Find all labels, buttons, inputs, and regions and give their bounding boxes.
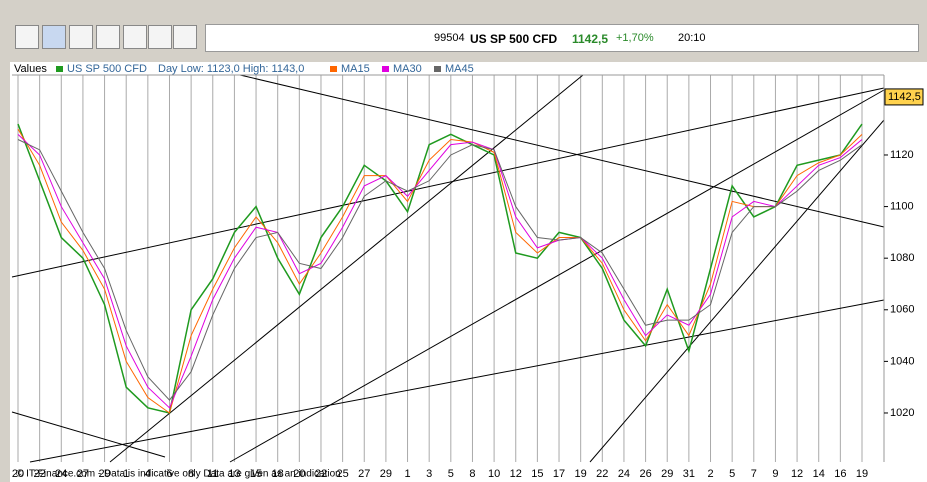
last-value-label: 1142,5 [888, 91, 921, 103]
fibo-tool[interactable] [96, 25, 120, 49]
x-tick-label: 26 [639, 468, 651, 480]
x-tick-label: 27 [77, 468, 89, 480]
x-tick-label: 2 [707, 468, 713, 480]
legend-swatch [330, 66, 337, 72]
x-tick-label: 5 [729, 468, 735, 480]
x-tick-label: 8 [188, 468, 194, 480]
legend-entry: MA45 [445, 63, 474, 75]
series-line [17, 128, 863, 414]
x-tick-label: 10 [488, 468, 500, 480]
y-tick-label: 1100 [890, 200, 914, 212]
x-tick-label: 8 [469, 468, 475, 480]
x-tick-label: 5 [448, 468, 454, 480]
channel-tool[interactable] [123, 25, 147, 49]
legend-swatch [56, 66, 63, 72]
trend-line [109, 74, 584, 463]
x-tick-label: 24 [618, 468, 630, 480]
x-tick-label: 29 [98, 468, 110, 480]
x-tick-label: 15 [531, 468, 543, 480]
x-tick-label: 15 [250, 468, 262, 480]
x-tick-label: 19 [575, 468, 587, 480]
x-tick-label: 25 [336, 468, 348, 480]
y-tick-label: 1120 [890, 149, 914, 161]
time: 20:10 [678, 32, 706, 44]
hline-tool[interactable] [69, 25, 93, 49]
legend-entry: US SP 500 CFD [67, 63, 147, 75]
x-tick-label: 20 [293, 468, 305, 480]
x-tick-label: 18 [272, 468, 284, 480]
x-tick-label: 24 [55, 468, 67, 480]
trend-tool[interactable] [148, 25, 172, 49]
legend-label: Values [14, 63, 47, 75]
x-tick-label: 19 [856, 468, 868, 480]
trend-line [11, 411, 166, 458]
toolbar: 99504 US SP 500 CFD 1142,5 +1,70% 20:10 [0, 0, 927, 52]
x-tick-label: 20 [12, 468, 24, 480]
trend-line [589, 119, 885, 463]
x-tick-label: 3 [426, 468, 432, 480]
line-tool[interactable] [42, 25, 66, 49]
last-value-box [884, 88, 924, 106]
x-tick-label: 22 [34, 468, 46, 480]
change: +1,70% [616, 32, 654, 44]
x-tick-label: 22 [315, 468, 327, 480]
x-tick-label: 14 [813, 468, 825, 480]
series-line [17, 123, 863, 414]
trend-line [11, 87, 885, 278]
x-tick-label: 1 [123, 468, 129, 480]
x-tick-label: 29 [661, 468, 673, 480]
x-tick-label: 22 [596, 468, 608, 480]
footer: © IT-Finance.com - Data is indicative on… [16, 469, 341, 480]
y-tick-label: 1060 [890, 304, 914, 316]
x-tick-label: 12 [510, 468, 522, 480]
x-tick-label: 7 [751, 468, 757, 480]
chart: Values Day Low: 1123,0 High: 1143,0 © IT… [10, 62, 927, 482]
x-tick-label: 12 [791, 468, 803, 480]
trend-line [229, 89, 885, 463]
code: 99504 [434, 32, 465, 44]
price: 1142,5 [572, 32, 609, 46]
instrument: US SP 500 CFD [470, 32, 558, 46]
x-tick-label: 9 [772, 468, 778, 480]
legend-entry: MA30 [393, 63, 422, 75]
quote-box: 99504 US SP 500 CFD 1142,5 +1,70% 20:10 [205, 24, 919, 52]
trend-line [239, 74, 885, 228]
series-line [17, 133, 863, 409]
legend-swatch [434, 66, 441, 72]
legend-range: Day Low: 1123,0 High: 1143,0 [158, 63, 304, 75]
trend-line [29, 299, 885, 463]
legend-entry: MA15 [341, 63, 370, 75]
x-tick-label: 6 [166, 468, 172, 480]
x-tick-label: 4 [145, 468, 151, 480]
x-tick-label: 1 [404, 468, 410, 480]
x-tick-label: 27 [358, 468, 370, 480]
series-line [17, 139, 863, 401]
y-tick-label: 1040 [890, 355, 914, 367]
trend-lines [11, 74, 885, 463]
x-tick-label: 17 [553, 468, 565, 480]
y-tick-label: 1080 [890, 252, 914, 264]
x-tick-label: 31 [683, 468, 695, 480]
delete-tool[interactable] [173, 25, 197, 49]
y-tick-label: 1020 [890, 407, 914, 419]
zoom-tool[interactable] [15, 25, 39, 49]
x-tick-label: 13 [228, 468, 240, 480]
x-tick-label: 29 [380, 468, 392, 480]
x-tick-label: 11 [207, 468, 218, 480]
x-tick-label: 16 [834, 468, 846, 480]
legend-swatch [382, 66, 389, 72]
